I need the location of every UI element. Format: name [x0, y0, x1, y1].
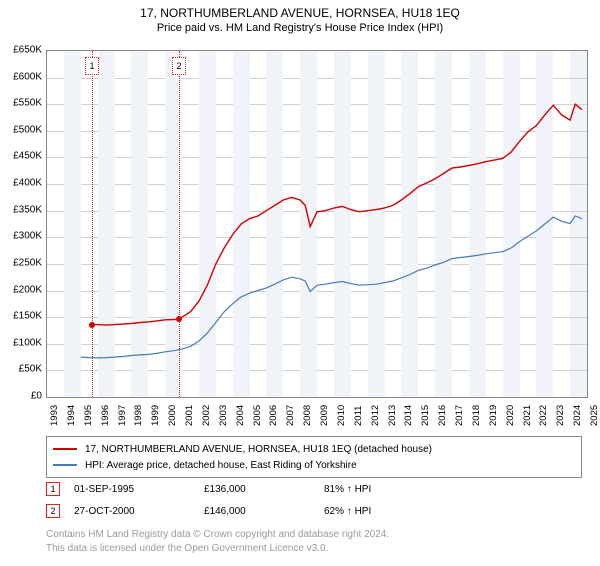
disclaimer-line: Contains HM Land Registry data © Crown c…	[46, 528, 389, 542]
x-tick-label: 2012	[370, 405, 381, 426]
y-tick-label: £200K	[0, 284, 42, 295]
legend-label: HPI: Average price, detached house, East…	[85, 460, 357, 471]
x-tick-label: 1993	[49, 405, 60, 426]
disclaimer: Contains HM Land Registry data © Crown c…	[46, 528, 389, 555]
x-tick-label: 2017	[454, 405, 465, 426]
y-tick-label: £500K	[0, 124, 42, 135]
x-tick-label: 2004	[235, 405, 246, 426]
disclaimer-line: This data is licensed under the Open Gov…	[46, 542, 389, 556]
x-tick-label: 2010	[336, 405, 347, 426]
y-tick-label: £50K	[0, 364, 42, 375]
sale-price: £136,000	[204, 484, 324, 495]
y-tick-label: £100K	[0, 337, 42, 348]
sale-date: 01-SEP-1995	[74, 484, 204, 495]
x-tick-label: 1994	[66, 405, 77, 426]
y-tick-label: £650K	[0, 45, 42, 56]
y-tick-label: £400K	[0, 178, 42, 189]
sale-marker-box: 1	[46, 482, 60, 496]
x-tick-label: 2022	[538, 405, 549, 426]
sale-row: 2 27-OCT-2000£146,00062% ↑ HPI	[46, 504, 582, 518]
y-tick-label: £150K	[0, 311, 42, 322]
sale-point	[89, 322, 95, 328]
price-chart: { "title": "17, NORTHUMBERLAND AVENUE, H…	[0, 6, 600, 566]
series-property	[92, 104, 582, 325]
legend-swatch	[53, 448, 77, 450]
x-tick-label: 2019	[488, 405, 499, 426]
x-tick-label: 1996	[100, 405, 111, 426]
chart-subtitle: Price paid vs. HM Land Registry's House …	[0, 22, 600, 34]
y-tick-label: £600K	[0, 71, 42, 82]
x-tick-label: 2003	[218, 405, 229, 426]
x-tick-label: 2020	[505, 405, 516, 426]
legend: 17, NORTHUMBERLAND AVENUE, HORNSEA, HU18…	[46, 436, 582, 478]
x-tick-label: 2025	[589, 405, 600, 426]
marker-box: 2	[172, 57, 186, 75]
legend-label: 17, NORTHUMBERLAND AVENUE, HORNSEA, HU18…	[85, 444, 432, 455]
x-tick-label: 2000	[167, 405, 178, 426]
x-tick-label: 2006	[268, 405, 279, 426]
x-tick-label: 2018	[471, 405, 482, 426]
sale-marker-box: 2	[46, 504, 60, 518]
legend-row: HPI: Average price, detached house, East…	[53, 457, 575, 473]
series-hpi	[81, 216, 582, 358]
x-tick-label: 2002	[201, 405, 212, 426]
legend-swatch	[53, 464, 77, 466]
x-tick-label: 2014	[403, 405, 414, 426]
y-tick-label: £450K	[0, 151, 42, 162]
x-tick-label: 2011	[353, 406, 364, 426]
x-tick-label: 1998	[133, 405, 144, 426]
sale-price: £146,000	[204, 506, 324, 517]
x-tick-label: 2023	[555, 405, 566, 426]
x-tick-label: 2015	[420, 405, 431, 426]
legend-row: 17, NORTHUMBERLAND AVENUE, HORNSEA, HU18…	[53, 441, 575, 457]
x-tick-label: 1997	[117, 405, 128, 426]
plot-area: 12	[46, 50, 588, 398]
x-tick-label: 1999	[150, 405, 161, 426]
x-tick-label: 1995	[83, 405, 94, 426]
x-tick-label: 2016	[437, 405, 448, 426]
x-tick-label: 2007	[285, 405, 296, 426]
y-tick-label: £300K	[0, 231, 42, 242]
y-tick-label: £0	[0, 391, 42, 402]
sale-hpi-delta: 62% ↑ HPI	[324, 506, 371, 517]
sale-row: 1 01-SEP-1995£136,00081% ↑ HPI	[46, 482, 582, 496]
chart-title: 17, NORTHUMBERLAND AVENUE, HORNSEA, HU18…	[0, 6, 600, 20]
sale-date: 27-OCT-2000	[74, 506, 204, 517]
x-tick-label: 2009	[319, 405, 330, 426]
x-tick-label: 2005	[252, 405, 263, 426]
marker-box: 1	[85, 57, 99, 75]
y-tick-label: £350K	[0, 204, 42, 215]
y-tick-label: £550K	[0, 98, 42, 109]
x-tick-label: 2024	[572, 405, 583, 426]
x-tick-label: 2008	[302, 405, 313, 426]
x-tick-label: 2021	[522, 405, 533, 426]
sale-hpi-delta: 81% ↑ HPI	[324, 484, 371, 495]
sale-point	[176, 316, 182, 322]
y-tick-label: £250K	[0, 257, 42, 268]
x-tick-label: 2013	[387, 405, 398, 426]
x-tick-label: 2001	[184, 405, 195, 426]
lines-layer	[47, 51, 587, 397]
